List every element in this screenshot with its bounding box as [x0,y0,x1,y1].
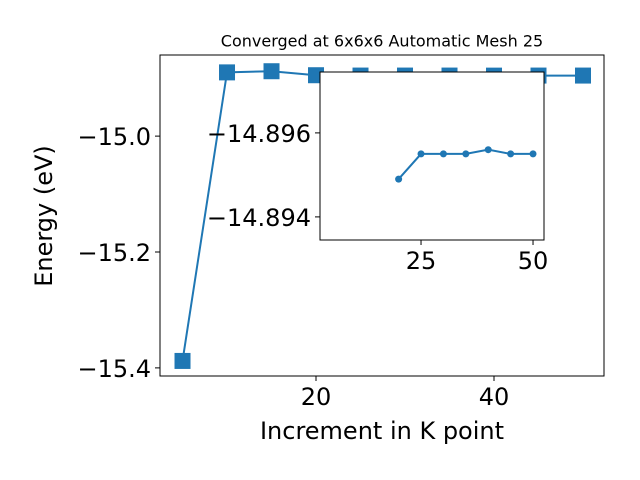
x-tick-label: 40 [479,383,510,411]
marker [439,150,447,158]
chart-title: Converged at 6x6x6 Automatic Mesh 25 [221,32,543,51]
marker [574,67,591,84]
marker [395,175,403,183]
marker [263,63,280,80]
marker [174,352,191,369]
marker [484,146,492,154]
y-tick-label: −14.896 [207,120,311,148]
y-tick-label: −15.4 [77,355,151,383]
marker [507,150,515,158]
series [395,146,537,183]
marker [529,150,537,158]
plot-area [319,71,545,241]
x-tick-label: 50 [518,247,549,275]
y-tick-label: −15.2 [77,239,151,267]
marker [219,64,236,81]
x-axis-label: Increment in K point [260,417,504,445]
y-tick-label: −14.894 [207,204,311,232]
x-tick-label: 20 [301,383,332,411]
y-axis-label: Energy (eV) [30,145,58,287]
x-tick-label: 25 [406,247,437,275]
marker [462,150,470,158]
y-tick-label: −15.0 [77,123,151,151]
marker [417,150,425,158]
